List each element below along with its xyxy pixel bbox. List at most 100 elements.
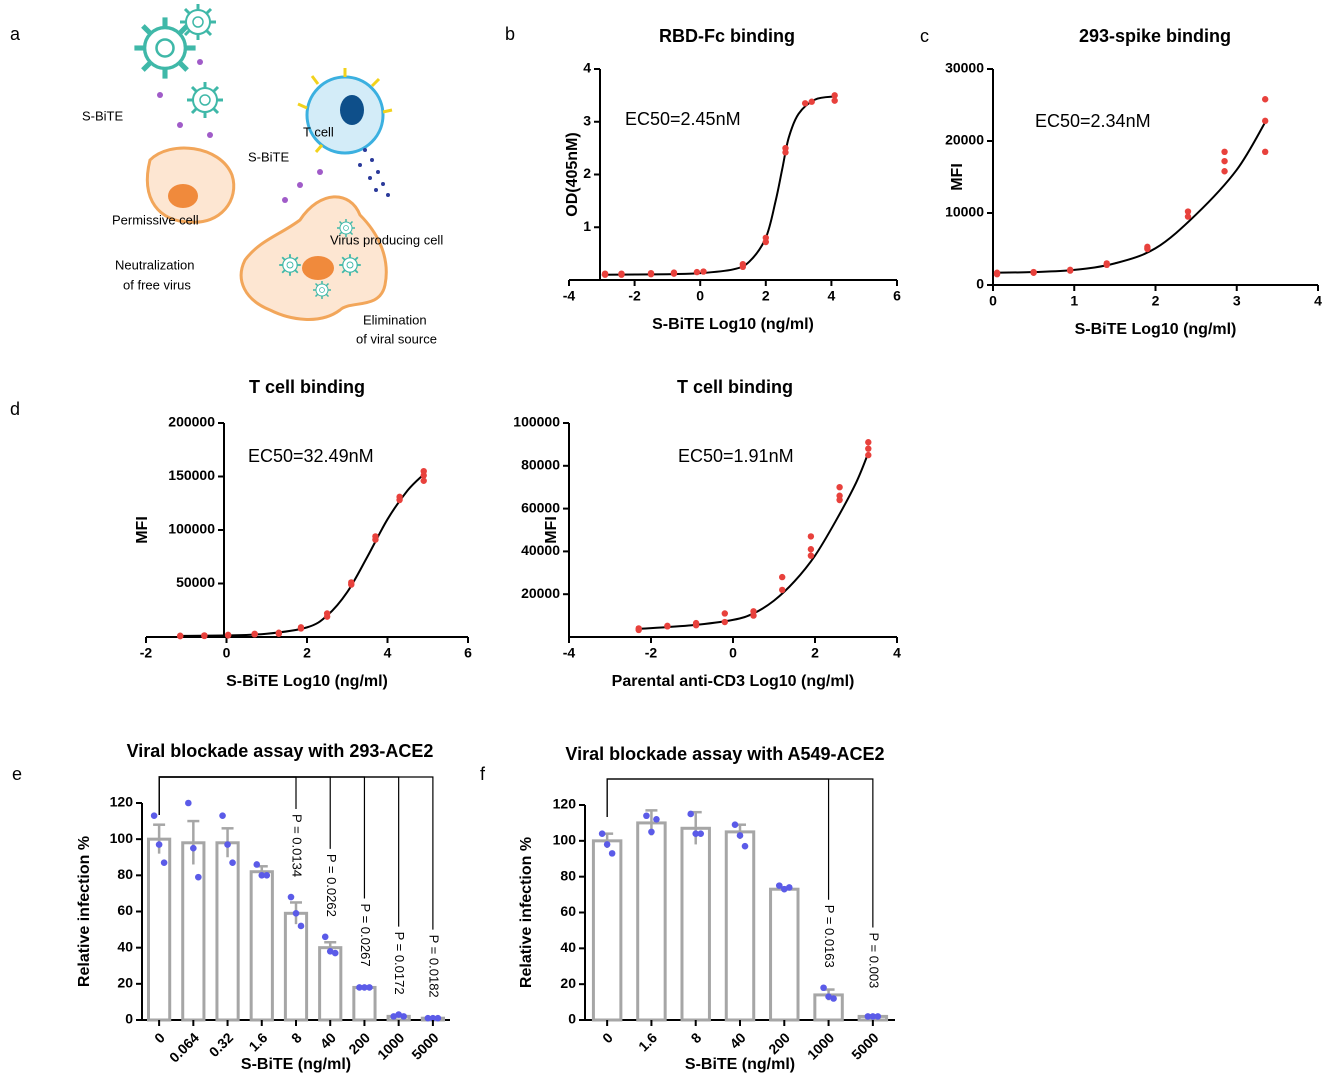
ec50-annotation: EC50=2.45nM	[625, 109, 741, 129]
data-point	[836, 492, 843, 499]
x-tick-label: 5000	[408, 1029, 441, 1062]
data-point	[750, 608, 757, 615]
x-tick-label: 1.6	[635, 1029, 660, 1054]
p-value: P = 0.0267	[358, 904, 373, 967]
y-tick-label: 120	[553, 796, 577, 812]
data-point	[693, 268, 701, 276]
data-point	[807, 552, 815, 559]
x-tick-label: -2	[645, 645, 658, 661]
granules	[358, 148, 390, 197]
x-axis-label: S-BiTE (ng/ml)	[241, 1056, 351, 1073]
bar	[352, 985, 377, 1022]
y-tick-label: 0	[568, 1011, 576, 1027]
panel-label: a	[10, 24, 21, 44]
p-value: P = 0.0182	[426, 935, 441, 998]
data-point	[420, 467, 427, 475]
virus-icon	[278, 253, 302, 277]
y-tick-label: 20000	[521, 585, 560, 601]
y-tick-label: 200000	[168, 414, 215, 430]
y-tick-label: 50000	[176, 574, 215, 590]
replicate-dot	[741, 842, 749, 850]
data-point	[177, 632, 184, 639]
bar	[769, 887, 800, 1022]
data-point	[1261, 96, 1269, 103]
data-point	[865, 445, 872, 452]
data-point	[323, 610, 331, 617]
y-tick-label: 40	[560, 939, 576, 955]
x-tick-label: 0.064	[166, 1029, 202, 1065]
x-tick-label: 8	[288, 1029, 305, 1046]
data-point	[865, 439, 872, 446]
data-point	[1184, 208, 1192, 215]
y-tick-label: 40000	[521, 542, 560, 558]
y-tick-label: 60	[117, 902, 133, 918]
replicate-dot	[390, 1013, 397, 1020]
virus-icon	[312, 280, 332, 300]
diagram-label: S-BiTE	[82, 108, 124, 123]
chart-panel: 293-spike binding c S-BiTE Log10 (ng/ml) MF…	[920, 26, 1322, 338]
x-tick-label: 2	[303, 645, 311, 661]
replicate-dot	[297, 922, 305, 930]
x-tick-label: 5000	[848, 1029, 881, 1062]
x-tick-label: -2	[628, 288, 641, 304]
data-point	[1221, 148, 1228, 155]
y-axis-label: Relative infection %	[518, 837, 535, 988]
data-point	[297, 624, 305, 631]
replicate-dot	[253, 861, 261, 868]
data-point	[865, 451, 872, 459]
replicate-dot	[820, 984, 827, 992]
diagram-label: Virus producing cell	[330, 232, 443, 247]
data-point	[601, 270, 609, 277]
replicate-dot	[400, 1013, 407, 1020]
bar	[680, 826, 711, 1022]
significance-bracket	[158, 776, 297, 815]
p-value: P = 0.0262	[324, 854, 339, 917]
replicate-dot	[258, 872, 266, 879]
replicate-dot	[326, 947, 334, 955]
replicate-dot	[224, 841, 231, 848]
x-tick-label: 0	[223, 645, 231, 661]
ec50-annotation: EC50=1.91nM	[678, 446, 794, 466]
replicate-dot	[434, 1014, 442, 1022]
x-tick-label: 200	[345, 1029, 373, 1057]
data-point	[396, 493, 403, 501]
s-bite-molecules	[157, 59, 323, 203]
replicate-dot	[395, 1011, 402, 1018]
replicate-dot	[603, 841, 611, 848]
x-tick-label: 0	[696, 288, 704, 304]
data-point	[664, 622, 671, 630]
data-point	[836, 484, 843, 491]
replicate-dot	[864, 1013, 872, 1020]
data-point	[1066, 266, 1074, 274]
replicate-dot	[219, 812, 226, 819]
significance-bracket	[606, 778, 874, 928]
bar	[724, 830, 756, 1022]
data-point	[1221, 157, 1228, 165]
x-tick-label: 40	[317, 1029, 339, 1051]
data-point	[721, 618, 728, 626]
y-tick-label: 30000	[945, 60, 984, 76]
data-point	[1030, 268, 1037, 276]
replicate-dot	[648, 828, 655, 836]
p-value: P = 0.003	[866, 933, 881, 989]
data-point	[251, 630, 258, 637]
diagram-label: of viral source	[356, 331, 437, 346]
y-tick-label: 100	[110, 830, 134, 846]
data-point	[700, 268, 707, 275]
x-tick-label: 4	[828, 288, 836, 304]
replicate-dot	[697, 830, 705, 837]
x-tick-label: 3	[1233, 293, 1241, 309]
diagram-label: Permissive cell	[112, 212, 199, 227]
data-point	[692, 619, 700, 627]
bar	[591, 839, 623, 1022]
y-tick-label: 120	[110, 794, 134, 810]
data-point	[1261, 117, 1269, 125]
data-point	[420, 477, 427, 484]
data-point	[201, 632, 208, 639]
y-axis-label: MFI	[949, 163, 966, 191]
y-tick-label: 10000	[945, 204, 984, 220]
replicate-dot	[229, 859, 236, 866]
data-point	[993, 269, 1001, 276]
y-tick-label: 60000	[521, 499, 560, 515]
